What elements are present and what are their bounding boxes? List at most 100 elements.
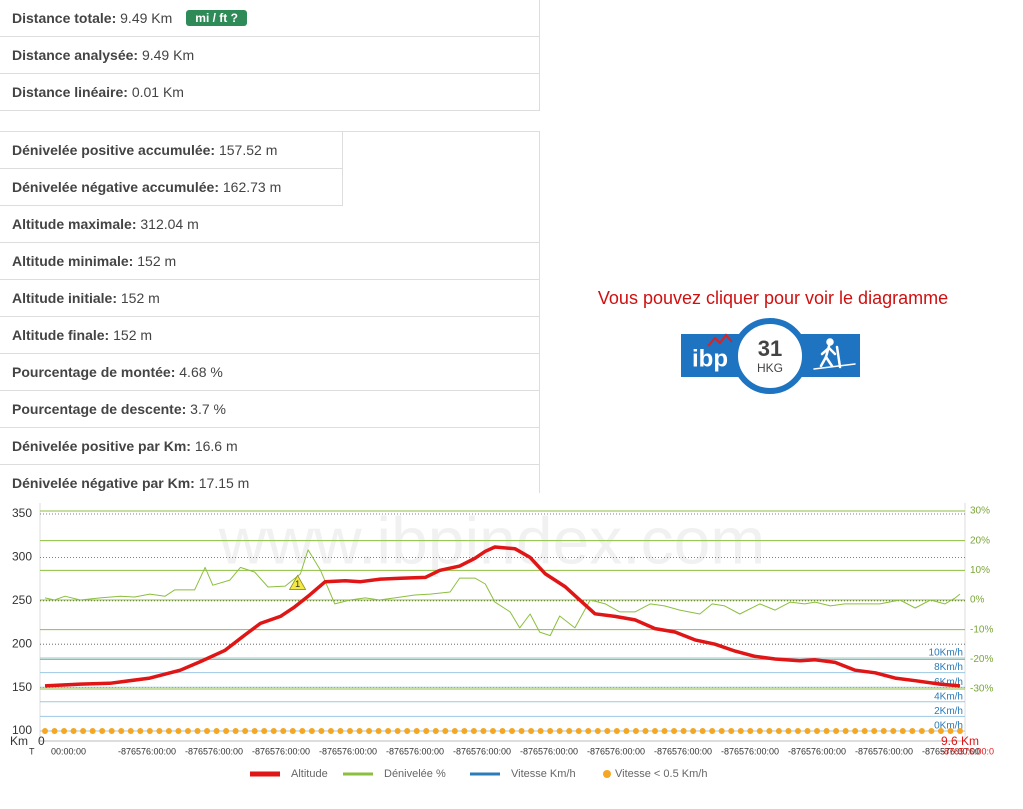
units-button[interactable]: mi / ft ? xyxy=(186,10,247,27)
speed-dot xyxy=(127,728,134,734)
promo-message[interactable]: Vous pouvez cliquer pour voir le diagram… xyxy=(597,288,949,308)
speed-dot xyxy=(489,728,496,734)
speed-dot xyxy=(118,728,125,734)
speed-dot xyxy=(585,728,592,734)
legend-label: Vitesse < 0.5 Km/h xyxy=(615,768,707,780)
annotation-marker xyxy=(288,574,307,590)
speed-dot xyxy=(270,728,277,734)
speed-dot xyxy=(242,728,249,734)
speed-dot xyxy=(947,728,954,734)
speed-dot xyxy=(289,728,296,734)
x-axis-label: Km xyxy=(10,734,28,748)
time-tick-label: -876576:00:00 xyxy=(453,746,511,756)
speed-dot xyxy=(842,728,849,734)
row-value: 3.7 % xyxy=(190,401,226,417)
speed-dot xyxy=(756,728,763,734)
speed-dot xyxy=(146,728,153,734)
speed-dot xyxy=(766,728,773,734)
row-label: Distance analysée: xyxy=(12,47,139,63)
row-value: 16.6 m xyxy=(194,438,238,454)
speed-dot xyxy=(184,728,191,734)
time-tick-label: -876576:00:00 xyxy=(520,746,578,756)
speed-dot xyxy=(871,728,878,734)
row-label: Altitude finale: xyxy=(12,327,110,343)
y-tick-label: 100 xyxy=(12,723,32,737)
speed-dot xyxy=(652,728,658,734)
table-row: Altitude finale: 152 m xyxy=(0,317,539,354)
table-row: Distance analysée: 9.49 Km xyxy=(0,37,539,74)
speed-dot xyxy=(299,728,306,734)
speed-dot xyxy=(327,728,334,734)
speed-dot xyxy=(556,728,563,734)
speed-dot xyxy=(861,728,868,734)
row-value: 17.15 m xyxy=(198,475,250,491)
speed-dot xyxy=(61,728,68,734)
speed-dot xyxy=(42,728,48,734)
elevation-chart: www.ibpindex.com10015020025030035010Km/h… xyxy=(0,493,1023,809)
speed-dot xyxy=(385,728,392,734)
speed-dot xyxy=(518,728,525,734)
speed-dot xyxy=(937,728,944,734)
badge-peaks xyxy=(707,333,733,347)
row-value: 157.52 m xyxy=(218,142,278,158)
speed-dot xyxy=(928,728,935,734)
row-value: 0.01 Km xyxy=(131,84,184,100)
speed-dot xyxy=(680,728,687,734)
speed-dot xyxy=(337,728,344,734)
row-label: Distance totale: xyxy=(12,10,117,26)
time-end-label: -876576:00:0 xyxy=(941,746,994,756)
speed-dot xyxy=(747,728,754,734)
speed-dot xyxy=(394,728,401,734)
speed-dot xyxy=(642,728,649,734)
speed-dot xyxy=(671,728,678,734)
time-tick-label: 00:00:00 xyxy=(51,746,86,756)
y2-tick-label: 10% xyxy=(970,565,990,576)
speed-dot xyxy=(156,728,163,734)
ibp-badge[interactable]: ibp 31 HKG xyxy=(680,316,862,398)
speed-dot xyxy=(423,728,430,734)
speed-tick-label: 8Km/h xyxy=(934,662,963,673)
hiker-icon xyxy=(813,338,856,370)
legend-swatch xyxy=(603,770,611,778)
speed-tick-label: 0Km/h xyxy=(934,721,963,732)
speed-dot xyxy=(594,728,601,734)
row-label: Dénivelée positive accumulée: xyxy=(12,142,216,158)
speed-dot xyxy=(213,728,220,734)
row-label: Dénivelée positive par Km: xyxy=(12,438,191,454)
speed-dot xyxy=(775,728,782,734)
speed-dot xyxy=(537,728,544,734)
speed-dot xyxy=(165,728,172,734)
legend-label: Altitude xyxy=(291,768,328,780)
speed-dot xyxy=(604,728,611,734)
time-tick-label: -876576:00:00 xyxy=(252,746,310,756)
speed-dot xyxy=(709,728,716,734)
speed-dot xyxy=(375,728,382,734)
speed-dot xyxy=(957,728,963,734)
row-label: Distance linéaire: xyxy=(12,84,128,100)
y-tick-label: 300 xyxy=(12,550,32,564)
series-line xyxy=(44,549,961,637)
x-tick-label: 9.6 Km xyxy=(941,734,979,748)
row-label: Pourcentage de montée: xyxy=(12,364,176,380)
time-tick-label: -876576:00:00 xyxy=(185,746,243,756)
table-row: Distance totale: 9.49 Km mi / ft ? xyxy=(0,0,539,37)
badge-score: 31 xyxy=(758,336,782,361)
speed-dot xyxy=(528,728,535,734)
speed-tick-label: 4Km/h xyxy=(934,691,963,702)
speed-dot xyxy=(451,728,458,734)
row-label: Altitude minimale: xyxy=(12,253,134,269)
distance-table: Distance totale: 9.49 Km mi / ft ? Distanc… xyxy=(0,0,540,111)
time-tick-label: -876576:00:00 xyxy=(721,746,779,756)
speed-dot xyxy=(833,728,840,734)
speed-dot xyxy=(918,728,925,734)
y2-tick-label: -20% xyxy=(970,654,993,665)
table-row: Dénivelée positive par Km: 16.6 m xyxy=(0,428,539,465)
speed-dot xyxy=(575,728,582,734)
row-label: Dénivelée négative par Km: xyxy=(12,475,195,491)
speed-dot xyxy=(89,728,96,734)
speed-dot xyxy=(194,728,201,734)
badge-code: HKG xyxy=(757,361,783,375)
row-label: Altitude initiale: xyxy=(12,290,117,306)
speed-dot xyxy=(204,728,211,734)
